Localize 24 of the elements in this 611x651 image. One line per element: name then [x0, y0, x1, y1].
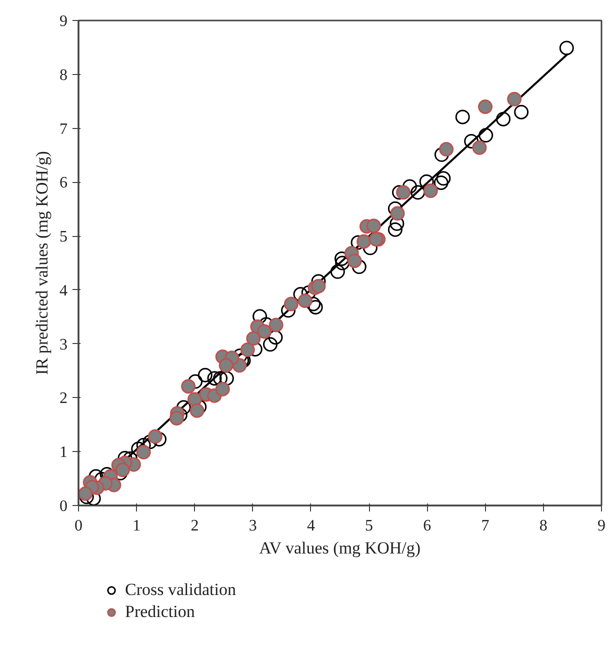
y-tick-label: 2 — [60, 390, 68, 408]
legend-label: Prediction — [125, 602, 195, 622]
x-tick-label: 0 — [74, 518, 82, 534]
x-tick-label: 2 — [190, 518, 199, 534]
x-axis-title: AV values (mg KOH/g) — [259, 538, 421, 558]
y-tick-label: 7 — [60, 120, 68, 138]
y-tick-label: 5 — [60, 228, 68, 246]
y-tick-label: 1 — [60, 444, 68, 462]
x-tick-label: 9 — [598, 518, 606, 534]
x-tick-label: 8 — [539, 518, 548, 534]
y-axis-title: IR predicted values (mg KOH/g) — [32, 151, 52, 375]
x-tick-label: 1 — [132, 518, 141, 534]
x-tick-label: 5 — [365, 518, 374, 534]
legend-label: Cross validation — [125, 580, 236, 600]
y-tick-label: 3 — [60, 336, 68, 354]
y-tick-label: 6 — [60, 174, 68, 192]
x-tick-label: 4 — [306, 518, 315, 534]
x-tick-label: 7 — [481, 518, 490, 534]
x-tick-label: 3 — [248, 518, 257, 534]
y-tick-label: 9 — [60, 13, 68, 30]
x-tick-label: 6 — [423, 518, 432, 534]
y-tick-label: 8 — [60, 66, 68, 84]
y-tick-label: 0 — [60, 498, 68, 515]
y-tick-label: 4 — [60, 282, 68, 300]
